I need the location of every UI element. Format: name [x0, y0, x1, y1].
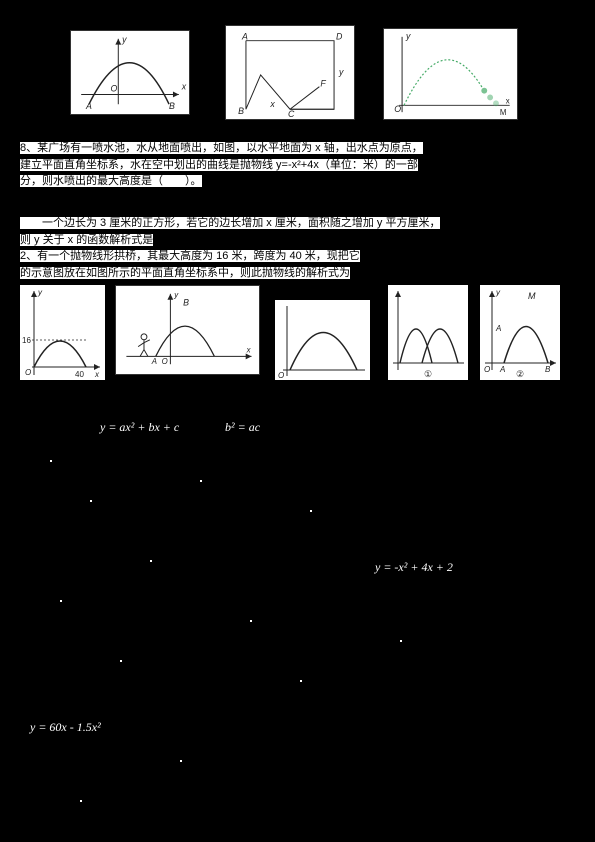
formula-3: y = -x² + 4x + 2	[375, 560, 453, 575]
svg-text:O: O	[484, 365, 490, 374]
figure-mid-3: O	[275, 300, 370, 380]
q2-line1: 2、有一个抛物线形拱桥，其最大高度为 16 米，跨度为 40 米，现把它	[20, 250, 360, 262]
svg-text:C: C	[288, 109, 295, 119]
qfill-line1: 一个边长为 3 厘米的正方形，若它的边长增加 x 厘米，面积随之增加 y 平方厘…	[20, 217, 440, 229]
figure-mid-1: 16 O 40 x y	[20, 285, 105, 380]
svg-text:A: A	[495, 324, 501, 333]
figure-mid-4: ①	[388, 285, 468, 380]
q8-line3: 分，则水喷出的最大高度是（ ）。	[20, 175, 202, 187]
formula-4: y = 60x - 1.5x²	[30, 720, 101, 735]
figure-mid-2: B A O y x	[115, 285, 260, 375]
svg-text:B: B	[238, 106, 244, 116]
svg-text:②: ②	[516, 369, 524, 379]
svg-text:O: O	[394, 104, 401, 114]
svg-text:O: O	[162, 357, 168, 366]
svg-text:40: 40	[75, 370, 84, 379]
question-fill: 一个边长为 3 厘米的正方形，若它的边长增加 x 厘米，面积随之增加 y 平方厘…	[20, 215, 560, 248]
svg-text:M: M	[528, 291, 536, 301]
svg-text:B: B	[545, 365, 551, 374]
svg-text:x: x	[506, 96, 510, 105]
svg-text:①: ①	[424, 369, 432, 379]
svg-text:A: A	[241, 32, 248, 42]
svg-text:y: y	[338, 67, 344, 77]
svg-text:A: A	[151, 357, 157, 366]
figure-mid-5: M O A B A ② y	[480, 285, 560, 380]
q2-line2: 的示意图放在如图所示的平面直角坐标系中，则此抛物线的解析式为	[20, 267, 350, 279]
svg-text:A: A	[85, 101, 92, 111]
svg-text:D: D	[336, 32, 343, 42]
formula-1: y = ax² + bx + c	[100, 420, 179, 435]
svg-text:y: y	[37, 288, 43, 297]
svg-text:y: y	[495, 288, 501, 297]
svg-text:F: F	[320, 79, 326, 89]
figure-top-3: y O M x	[383, 28, 518, 120]
svg-text:M: M	[500, 108, 507, 117]
svg-text:x: x	[94, 370, 100, 379]
svg-text:x: x	[181, 82, 187, 92]
svg-text:y: y	[405, 31, 411, 41]
question-8: 8、某广场有一喷水池，水从地面喷出，如图，以水平地面为 x 轴，出水点为原点， …	[20, 140, 560, 190]
figure-top-2: A D B C F y x	[225, 25, 355, 120]
svg-text:B: B	[169, 101, 175, 111]
svg-text:O: O	[278, 371, 284, 380]
svg-text:y: y	[173, 291, 179, 300]
svg-text:O: O	[25, 368, 31, 377]
formula-2: b² = ac	[225, 420, 260, 435]
svg-text:O: O	[110, 84, 117, 94]
svg-text:16: 16	[22, 336, 31, 345]
q8-line1: 8、某广场有一喷水池，水从地面喷出，如图，以水平地面为 x 轴，出水点为原点，	[20, 142, 423, 154]
svg-text:A: A	[499, 365, 505, 374]
svg-text:x: x	[246, 345, 252, 354]
svg-text:B: B	[183, 298, 189, 308]
q8-line2: 建立平面直角坐标系，水在空中划出的曲线是抛物线 y=-x²+4x（单位：米）的一…	[20, 159, 418, 171]
question-2: 2、有一个抛物线形拱桥，其最大高度为 16 米，跨度为 40 米，现把它 的示意…	[20, 248, 560, 281]
svg-text:y: y	[121, 35, 127, 45]
figure-top-1: y x O A B	[70, 30, 190, 115]
svg-text:x: x	[269, 99, 275, 109]
qfill-line2: 则 y 关于 x 的函数解析式是	[20, 234, 153, 246]
